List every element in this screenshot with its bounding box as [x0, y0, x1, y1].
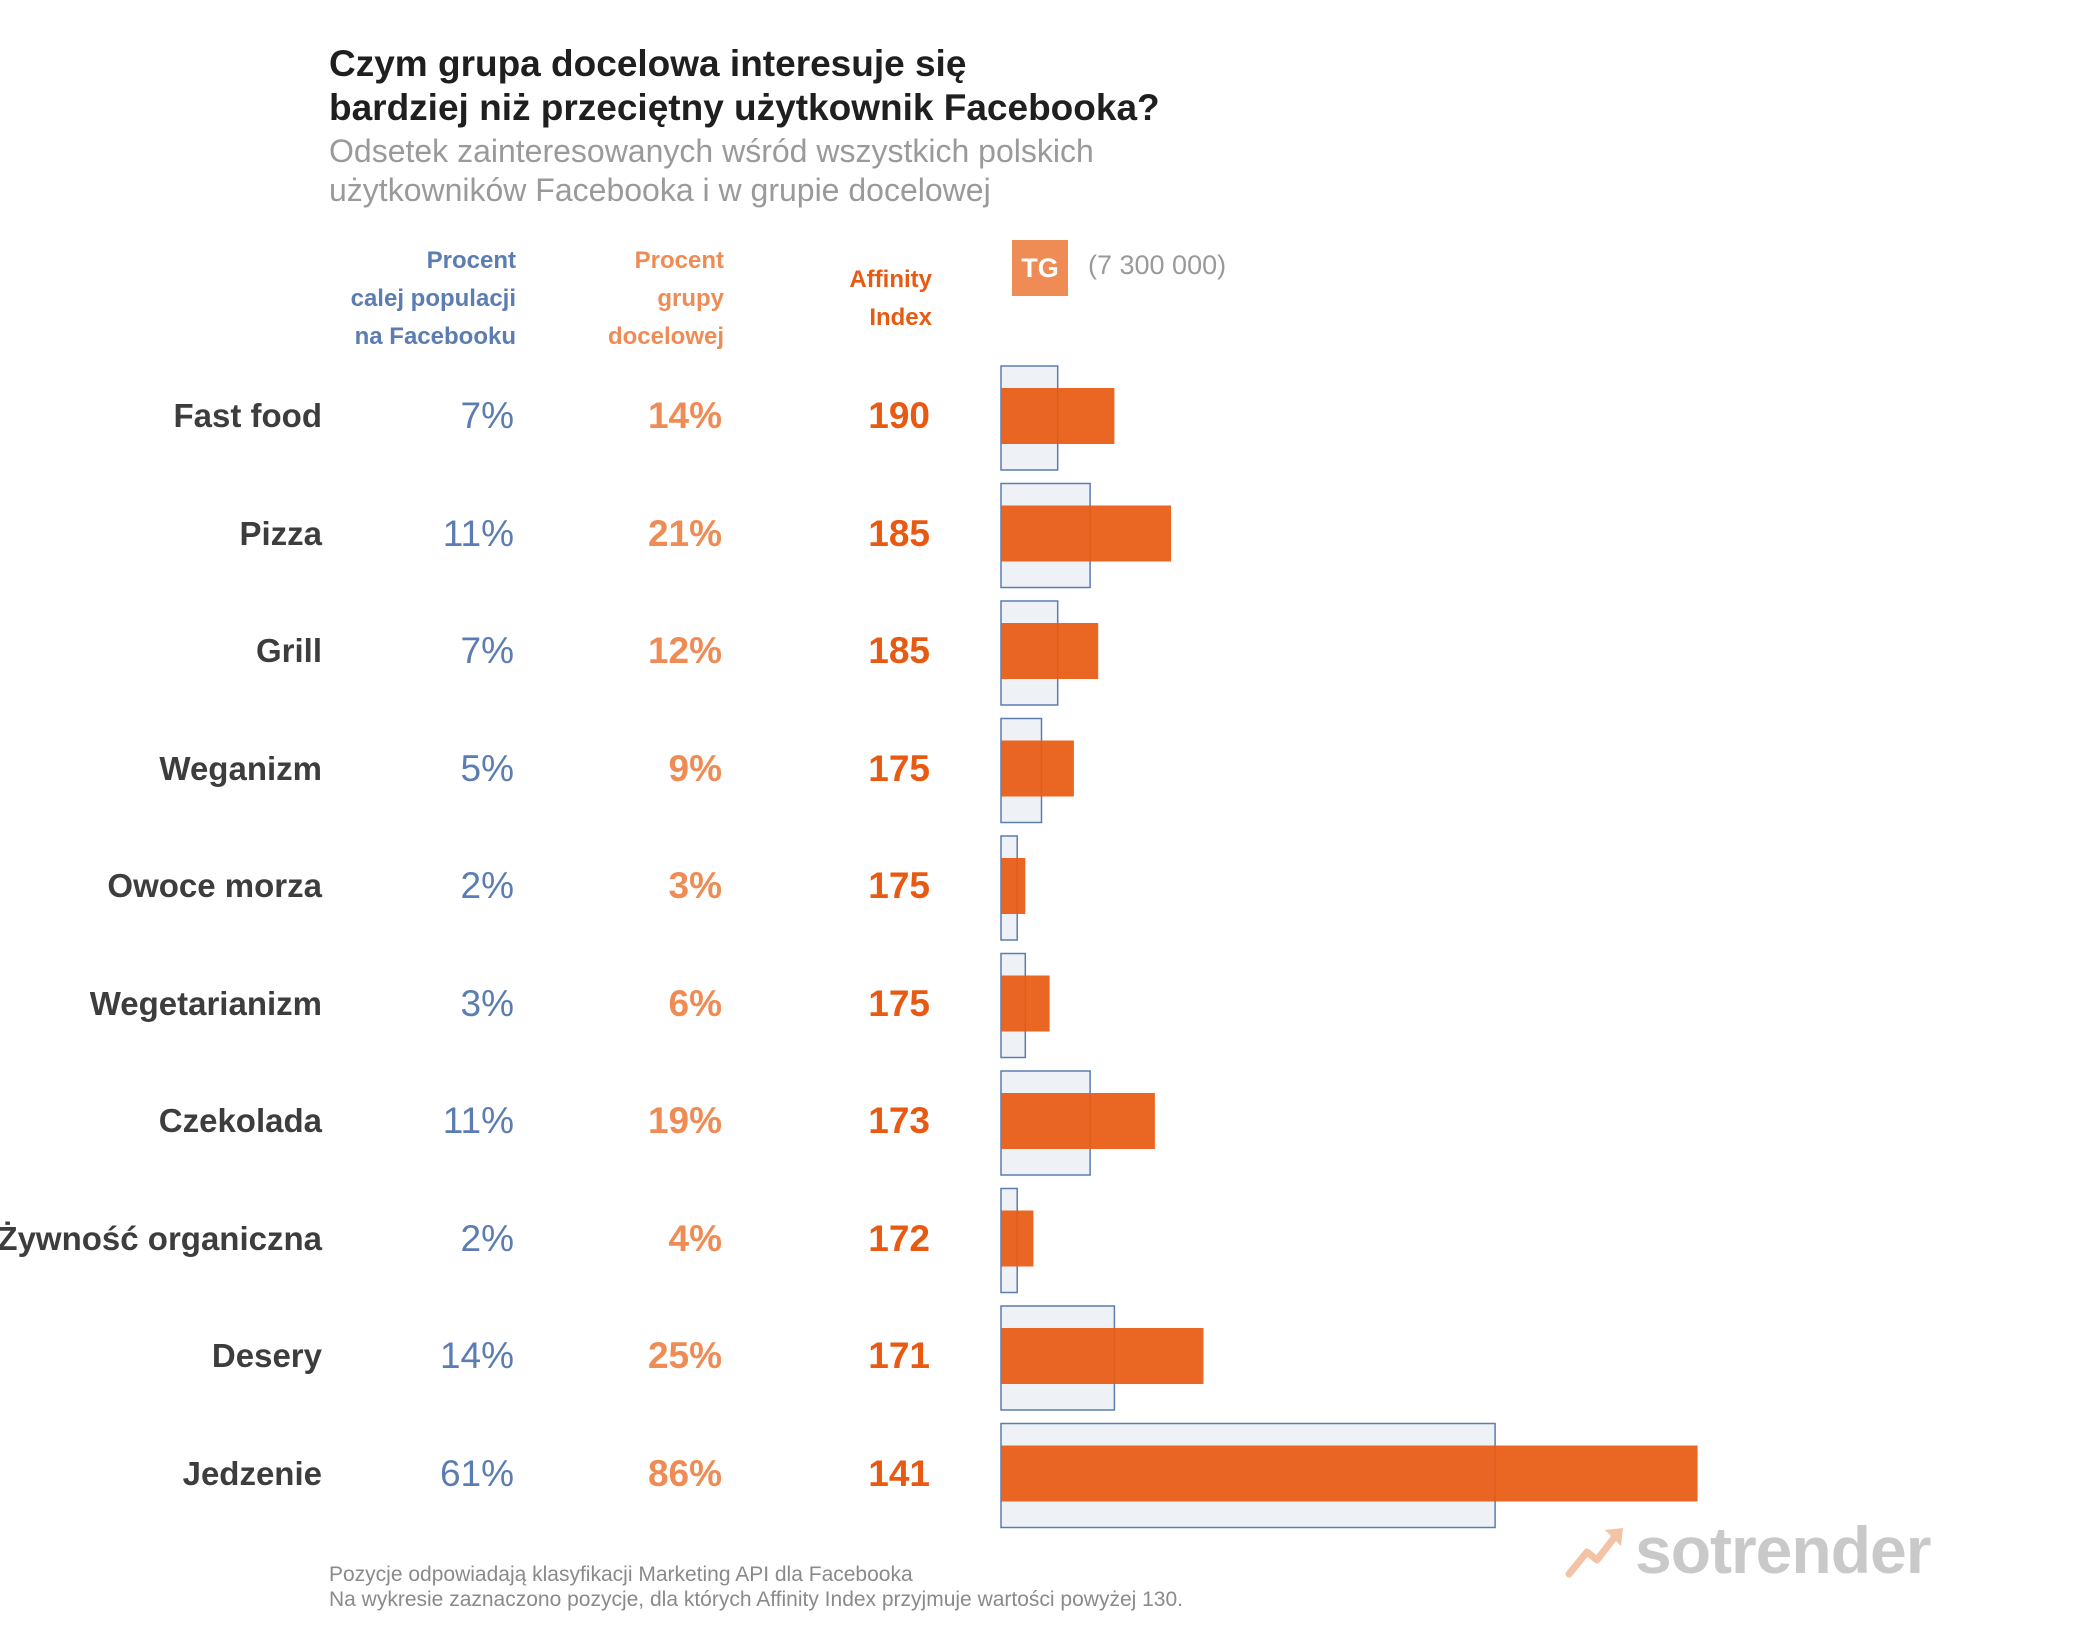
target-value: 21% [647, 512, 722, 554]
table-row: Fast food 7% 14% 190 [0, 386, 940, 446]
brand-logo: sotrender [1565, 1512, 1931, 1588]
legend-tg-size: (7 300 000) [1088, 250, 1227, 280]
table-row: Weganizm 5% 9% 175 [0, 739, 940, 799]
brand-name: sotrender [1635, 1513, 1931, 1587]
trend-arrow-icon [1565, 1528, 1623, 1578]
bar-target [1001, 388, 1115, 444]
affinity-value: 185 [868, 630, 930, 671]
affinity-value: 173 [868, 1100, 930, 1141]
target-value: 25% [647, 1335, 722, 1376]
bar-target [1001, 1210, 1034, 1267]
target-value: 4% [668, 1217, 722, 1259]
header-affinity: Affinity Index [849, 266, 932, 331]
population-value: 61% [439, 1452, 514, 1494]
target-value: 9% [668, 747, 722, 789]
bar-target [1001, 740, 1074, 797]
row-label: Grill [255, 632, 322, 669]
target-value: 19% [647, 1100, 722, 1141]
table-row: Żywność organiczna 2% 4% 172 [0, 1209, 940, 1269]
target-value: 3% [668, 865, 722, 906]
affinity-value: 172 [868, 1217, 930, 1259]
bar-target [1001, 1445, 1698, 1502]
bar-target [1001, 858, 1026, 914]
row-label: Desery [211, 1337, 322, 1374]
bar-target [1001, 1093, 1155, 1149]
chart-title: Czym grupa docelowa interesuje się bardz… [329, 43, 1160, 128]
affinity-value: 175 [868, 747, 930, 789]
row-label: Czekolada [158, 1102, 322, 1139]
population-value: 7% [460, 395, 514, 436]
header-population: Procent calej populacji na Facebooku [350, 247, 516, 350]
row-label: Żywność organiczna [0, 1219, 322, 1257]
population-value: 5% [460, 747, 514, 789]
population-value: 2% [460, 865, 514, 906]
row-label: Wegetarianizm [89, 984, 322, 1022]
bar-target [1001, 623, 1099, 679]
population-value: 11% [442, 512, 514, 554]
affinity-value: 141 [868, 1452, 930, 1494]
table-row: Owoce morza 2% 3% 175 [0, 856, 940, 916]
table-row: Jedzenie 61% 86% 141 [0, 1444, 940, 1504]
bar-target [1001, 975, 1050, 1032]
chart-subtitle: Odsetek zainteresowanych wśród wszystkic… [329, 133, 1094, 208]
row-label: Owoce morza [107, 867, 322, 904]
title-block: Czym grupa docelowa interesuje się bardz… [329, 42, 1160, 210]
target-value: 6% [668, 982, 722, 1024]
bar-target [1001, 1328, 1204, 1384]
affinity-value: 190 [868, 395, 930, 436]
table-row: Czekolada 11% 19% 173 [0, 1091, 940, 1151]
population-value: 3% [460, 982, 514, 1024]
affinity-value: 185 [868, 512, 930, 554]
target-value: 12% [647, 630, 722, 671]
table-row: Wegetarianizm 3% 6% 175 [0, 974, 940, 1034]
footer-note: Pozycje odpowiadają klasyfikacji Marketi… [329, 1563, 1183, 1611]
row-label: Pizza [239, 514, 322, 552]
population-value: 7% [460, 630, 514, 671]
table-row: Grill 7% 12% 185 [0, 621, 940, 681]
target-value: 86% [647, 1452, 722, 1494]
legend-tg-swatch: TG [1012, 240, 1068, 296]
row-label: Weganizm [159, 749, 322, 787]
table-row: Pizza 11% 21% 185 [0, 504, 940, 564]
affinity-value: 175 [868, 865, 930, 906]
table-row: Desery 14% 25% 171 [0, 1326, 940, 1386]
target-value: 14% [647, 395, 722, 436]
header-target: Procent grupy docelowej [607, 247, 724, 350]
row-label: Jedzenie [182, 1454, 322, 1492]
row-label: Fast food [173, 397, 322, 434]
population-value: 2% [460, 1217, 514, 1259]
bar-target [1001, 505, 1172, 562]
population-value: 11% [442, 1100, 514, 1141]
affinity-value: 175 [868, 982, 930, 1024]
population-value: 14% [439, 1335, 514, 1376]
affinity-value: 171 [868, 1335, 930, 1376]
